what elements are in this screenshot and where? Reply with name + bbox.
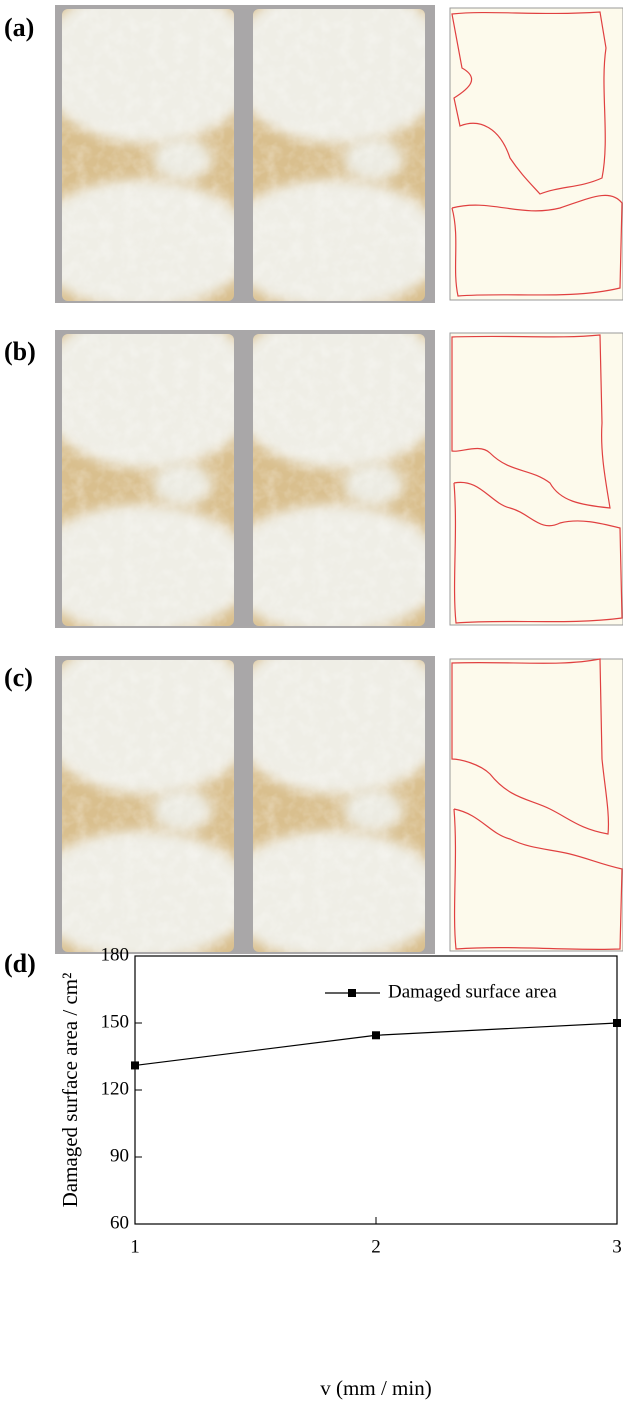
marker: [131, 1061, 139, 1069]
series-line: [135, 1023, 617, 1065]
y-tick-label: 120: [101, 1078, 130, 1099]
trace: [450, 8, 623, 300]
x-tick-label: 3: [612, 1236, 622, 1257]
brick: [223, 635, 449, 960]
trace: [450, 333, 623, 625]
brick: [223, 0, 449, 309]
legend-label: Damaged surface area: [388, 981, 557, 1002]
photos: [32, 0, 623, 960]
brick: [223, 309, 449, 634]
trace-panel: [450, 659, 623, 951]
trace: [450, 659, 623, 951]
y-axis-label: Damaged surface area / cm²: [58, 973, 82, 1208]
speckle: [62, 660, 234, 952]
trace-panel: [450, 333, 623, 625]
panel-label: (a): [4, 13, 34, 42]
speckle: [62, 334, 234, 626]
brick: [32, 309, 258, 634]
figure: (a) (b) (c) (d) 60 90 120 150 180 1 2 3 v (mm / …: [0, 0, 623, 1407]
y-tick-label: 180: [101, 944, 130, 965]
marker: [372, 1031, 380, 1039]
x-tick-label: 2: [371, 1236, 381, 1257]
brick: [32, 0, 258, 309]
speckle: [62, 9, 234, 301]
legend-marker: [348, 989, 356, 997]
x-axis-label: v (mm / min): [320, 1376, 431, 1400]
y-tick-label: 60: [110, 1212, 129, 1233]
panel-label: (b): [4, 337, 36, 366]
brick: [32, 635, 258, 960]
x-tick-label: 1: [130, 1236, 140, 1257]
trace-panel: [450, 8, 623, 300]
speckle: [253, 660, 425, 952]
speckle: [253, 9, 425, 301]
speckle: [253, 334, 425, 626]
chart: 60 90 120 150 180 1 2 3 v (mm / min) Damaged surf…: [58, 944, 622, 1399]
panel-label: (d): [4, 949, 36, 978]
y-tick-label: 90: [110, 1145, 129, 1166]
marker: [613, 1019, 621, 1027]
panel-label: (c): [4, 663, 33, 692]
y-tick-label: 150: [101, 1011, 130, 1032]
